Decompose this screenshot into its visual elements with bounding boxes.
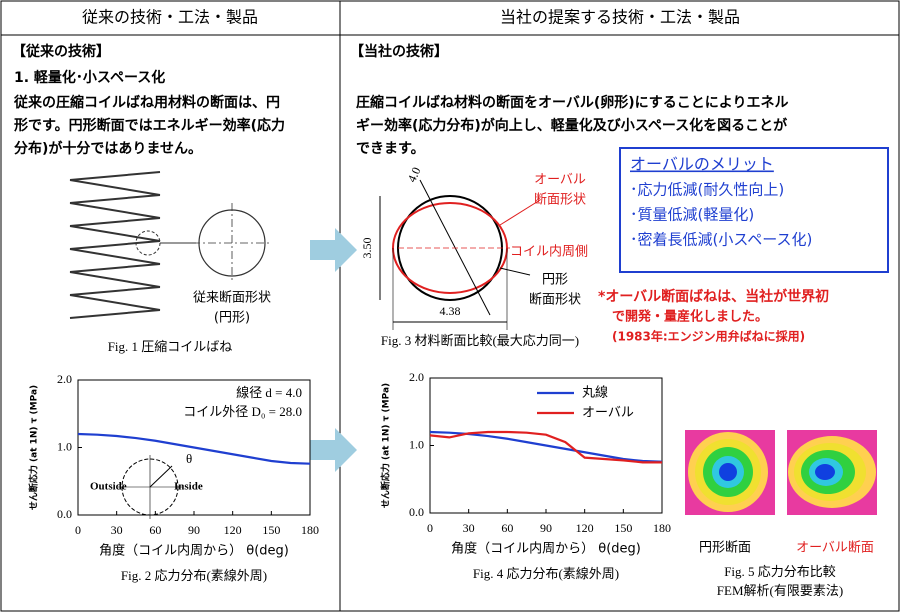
spring-drawing [69,171,272,319]
header: 従来の技術・工法・製品 [82,8,258,27]
y-axis-label: せん断応力 (at 1N) τ (MPa) [380,383,392,508]
x-tick-label: 60 [501,521,513,535]
fig-label: コイル内周側 [510,244,588,260]
x-axis-label: 角度（コイル内周から） θ(deg) [451,541,641,557]
y-tick-label: 0.0 [57,507,72,521]
x-tick-label: 180 [653,521,671,535]
fig-label: 断面形状 [529,293,581,308]
dim-label: 3.50 [360,238,374,259]
header: 当社の提案する技術・工法・製品 [500,8,740,27]
text: 形です。円形断面ではエネルギー効率(応力 [14,117,285,134]
y-tick-label: 2.0 [57,372,72,386]
annotation: コイル外径 D₀ = 28.0 [183,404,302,419]
fig-label: オーバル [534,173,586,188]
x-tick-label: 150 [614,521,632,535]
y-tick-label: 1.0 [409,437,424,451]
x-tick-label: 90 [540,521,552,535]
x-tick-label: 0 [427,521,433,535]
x-tick-label: 120 [224,523,242,537]
caption: Fig. 5 応力分布比較 [724,564,836,579]
arrow [310,228,357,272]
legend-label: オーバル [582,406,634,421]
x-tick-label: 30 [111,523,123,537]
series-line [429,430,662,464]
inset [118,455,182,519]
y-axis-label: せん断応力 (at 1N) τ (MPa) [28,385,40,510]
text: 分布)が十分ではありません。 [14,140,202,157]
dim-label: 4.0 [405,165,424,185]
fig-label: 断面形状 [534,193,586,208]
arrow [310,428,357,472]
annotation: θ [186,451,192,466]
section: 【従来の技術】 [12,43,110,60]
x-tick-label: 120 [576,521,594,535]
text: 従来の圧縮コイルばね用材料の断面は、円 [13,94,280,111]
annotation: 線径 d = 4.0 [236,385,302,400]
text: 圧縮コイルばね材料の断面をオーバル(卵形)にすることによりエネル [356,94,789,111]
x-tick-label: 150 [262,523,280,537]
series-line [77,432,311,465]
cross-section-drawing [379,179,541,330]
caption: Fig. 4 応力分布(素線外周) [473,566,619,581]
text: できます。 [356,141,425,157]
x-tick-label: 30 [463,521,475,535]
fig-label: 従来断面形状 [193,291,271,306]
annotation: Inside [174,481,203,493]
x-tick-label: 180 [301,523,319,537]
legend-label: 丸線 [582,385,608,401]
note: *オーバル断面ばねは、当社が世界初 [598,288,829,305]
annotation: Outside [90,481,127,493]
x-tick-label: 0 [75,523,81,537]
fig-label: (円形) [214,311,250,326]
caption: Fig. 1 圧縮コイルばね [108,339,233,354]
merits-title: オーバルのメリット [630,155,774,174]
merits-item: ･質量低減(軽量化) [630,206,754,224]
series-line [429,430,663,463]
text: ギー効率(応力分布)が向上し、軽量化及び小スペース化を図ることが [356,117,788,134]
fig-label: 円形 [542,273,568,288]
x-axis-label: 角度（コイル内周から） θ(deg) [99,543,289,559]
merits-item: ･密着長低減(小スペース化) [630,231,812,249]
merits-box [619,147,889,273]
x-tick-label: 60 [149,523,161,537]
section: 【当社の技術】 [350,43,448,60]
y-tick-label: 0.0 [409,505,424,519]
item: 1. 軽量化･小スペース化 [14,69,165,86]
merits-item: ･応力低減(耐久性向上) [630,181,784,199]
fig-label: 円形断面 [699,541,751,556]
fem-images [685,430,877,515]
caption: Fig. 3 材料断面比較(最大応力同一) [381,333,579,348]
dim-label: 4.38 [440,304,461,318]
y-tick-label: 1.0 [57,439,72,453]
y-tick-label: 2.0 [409,370,424,384]
note: (1983年:エンジン用弁ばねに採用) [612,329,805,344]
note: で開発・量産化しました。 [612,309,768,325]
fig-label: オーバル断面 [796,541,874,556]
x-tick-label: 90 [188,523,200,537]
caption: FEM解析(有限要素法) [717,583,843,598]
caption: Fig. 2 応力分布(素線外周) [121,568,267,583]
